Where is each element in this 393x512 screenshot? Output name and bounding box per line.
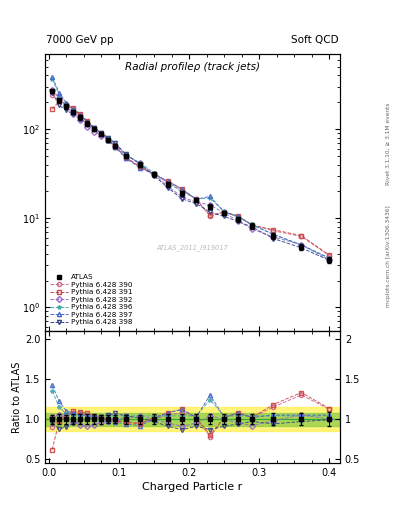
Text: Soft QCD: Soft QCD — [291, 35, 339, 45]
Legend: ATLAS, Pythia 6.428 390, Pythia 6.428 391, Pythia 6.428 392, Pythia 6.428 396, P: ATLAS, Pythia 6.428 390, Pythia 6.428 39… — [49, 273, 134, 327]
Text: Radial profileρ (track jets): Radial profileρ (track jets) — [125, 62, 260, 72]
Text: Rivet 3.1.10, ≥ 3.1M events: Rivet 3.1.10, ≥ 3.1M events — [386, 102, 391, 184]
X-axis label: Charged Particle r: Charged Particle r — [142, 482, 243, 493]
Text: ATLAS_2011_I919017: ATLAS_2011_I919017 — [157, 244, 228, 251]
Text: 7000 GeV pp: 7000 GeV pp — [46, 35, 114, 45]
Text: mcplots.cern.ch [arXiv:1306.3436]: mcplots.cern.ch [arXiv:1306.3436] — [386, 205, 391, 307]
Bar — [45, 407, 340, 431]
Y-axis label: Ratio to ATLAS: Ratio to ATLAS — [12, 361, 22, 433]
Bar — [45, 413, 340, 425]
